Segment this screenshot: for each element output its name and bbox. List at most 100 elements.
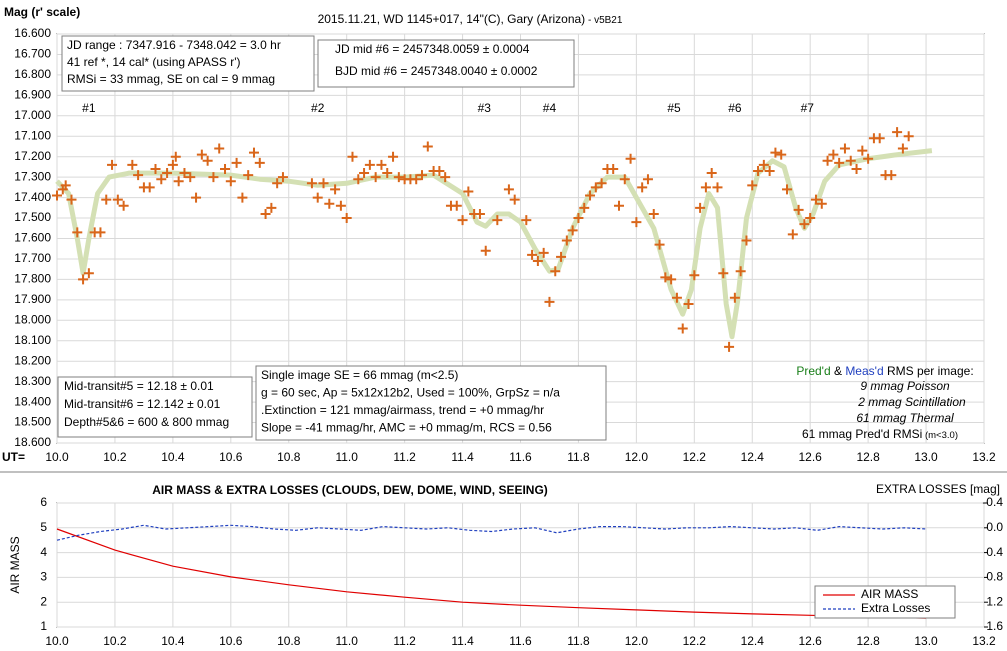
plus-marker [718,268,729,279]
x-tick-label: 12.6 [799,450,823,464]
rms-line: 2 mmag Scintillation [857,395,966,409]
plus-marker [347,151,358,162]
rms-line-text: 61 mmag Pred'd RMSi [802,427,922,441]
plus-marker [706,168,717,179]
rms-line: 9 mmag Poisson [860,379,950,393]
rms-line: 61 mmag Thermal [856,411,954,425]
x-tick-label: 11.8 [567,450,590,464]
annotation-text: RMSi = 33 mmag, SE on cal = 9 mmag [67,72,275,86]
legend-label: Extra Losses [861,601,930,615]
y-tick-label: 18.000 [14,312,51,326]
plus-marker [457,215,468,226]
x-tick-label: 10.2 [103,634,127,648]
y-tick-label: 17.600 [14,231,51,245]
plus-marker [156,174,167,185]
plus-marker [787,229,798,240]
x-tick-label: 10.8 [277,634,301,648]
plus-marker [538,247,549,258]
x-tick-label: 11.0 [335,634,358,648]
plus-marker [596,178,607,189]
plus-marker [266,202,277,213]
plus-marker [170,151,181,162]
x-tick-label: 10.2 [103,450,127,464]
y-tick-label: 17.000 [14,108,51,122]
y2-tick-label: 0.8 [986,570,1003,584]
x-tick-label: 12.8 [856,450,880,464]
annotation-text: BJD mid #6 = 2457348.0040 ± 0.0002 [335,64,538,78]
annotation-text: 41 ref *, 14 cal* (using APASS r') [67,55,240,69]
y-tick-label: 17.900 [14,292,51,306]
x-tick-label: 11.6 [509,634,532,648]
plus-marker [248,147,259,158]
plus-marker [434,166,445,177]
plus-marker [388,151,399,162]
plus-marker [260,208,271,219]
plus-marker [220,163,231,174]
plus-marker [544,296,555,307]
plus-marker [758,159,769,170]
plus-marker [72,227,83,238]
y-tick-label: 17.800 [14,272,51,286]
annotation-text: Mid-transit#5 = 12.18 ± 0.01 [64,379,214,393]
event-label: #7 [801,101,815,115]
plus-marker [764,166,775,177]
plus-marker [619,174,630,185]
plus-marker [637,182,648,193]
y2-axis-label: EXTRA LOSSES [mag] [876,482,1000,496]
x-tick-label: 11.8 [567,634,590,648]
y2-tick-label: 0.4 [986,545,1003,559]
plus-marker [393,172,404,183]
plus-marker [689,270,700,281]
event-label: #4 [543,101,557,115]
plus-marker [782,184,793,195]
rms-heading-part: RMS per image: [884,364,974,378]
plus-marker [185,172,196,183]
x-tick-label: 12.2 [683,450,707,464]
plus-marker [712,182,723,193]
annotation-box [57,376,253,438]
x-tick-label: 10.0 [45,634,69,648]
plus-marker [503,184,514,195]
plus-marker [561,235,572,246]
plus-marker [359,168,370,179]
plus-marker [78,274,89,285]
series-line [56,528,927,619]
plus-marker [724,341,735,352]
plus-marker [112,194,123,205]
plus-marker [191,192,202,203]
y-axis-label: Mag (r' scale) [4,5,80,19]
plus-marker [127,159,138,170]
plus-marker [660,272,671,283]
annotation-text: Slope = -41 mmag/hr, AMC = +0 mmag/m, RC… [261,421,552,435]
annotation-text: g = 60 sec, Ap = 5x12x12b2, Used = 100%,… [261,386,560,400]
y-tick-label: 6 [40,495,47,509]
plus-marker [810,194,821,205]
plus-marker [532,255,543,266]
x-tick-label: 10.0 [45,450,69,464]
y-tick-label: 18.600 [14,435,51,449]
plus-marker [341,213,352,224]
plus-marker [107,159,118,170]
plus-marker [695,202,706,213]
plus-marker [521,215,532,226]
y2-tick-label: 1.2 [986,594,1003,608]
rms-line-text: 9 mmag Poisson [860,379,950,393]
y-tick-label: 16.800 [14,67,51,81]
x-tick-label: 12.2 [683,634,707,648]
annotation-box [255,365,607,441]
rms-heading-part: Meas'd [845,364,883,378]
plus-marker [677,323,688,334]
plus-marker [118,200,129,211]
x-tick-label: 11.4 [451,450,474,464]
rms-line-text: 61 mmag Thermal [856,411,954,425]
plus-marker [857,145,868,156]
plus-marker [318,178,329,189]
y-tick-label: 17.700 [14,251,51,265]
plus-marker [747,180,758,191]
plus-marker [729,292,740,303]
plus-marker [770,147,781,158]
plus-marker [463,186,474,197]
x-tick-label: 12.4 [741,634,765,648]
plus-marker [231,157,242,168]
